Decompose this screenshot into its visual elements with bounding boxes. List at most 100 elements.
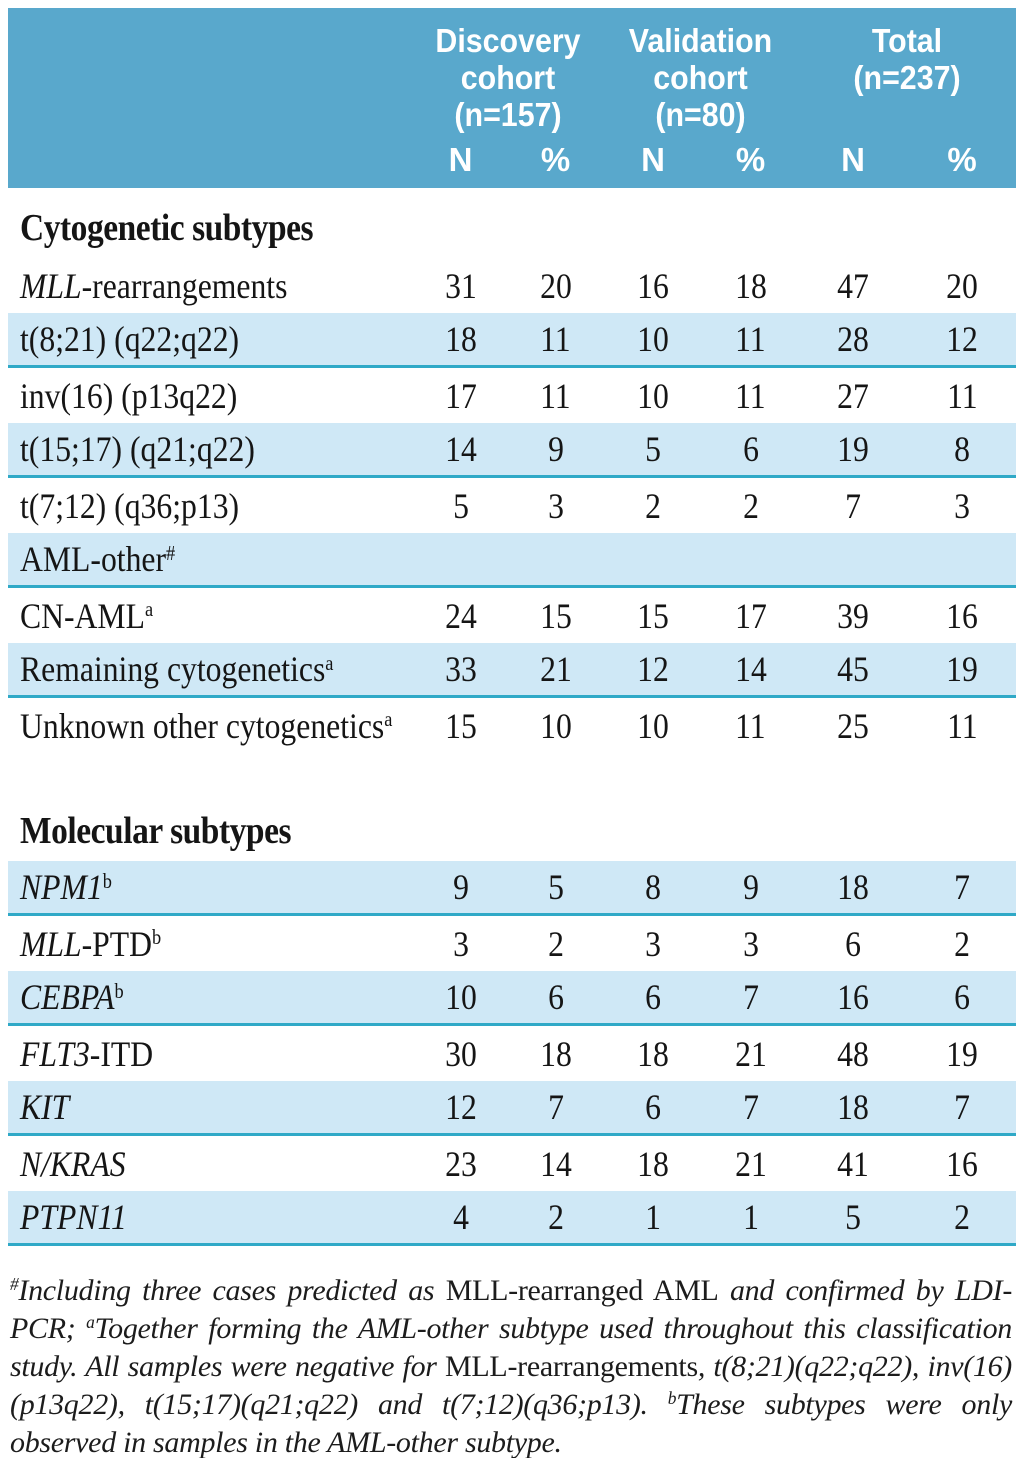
subcol-header-pct: % xyxy=(735,141,766,178)
value-cell: 24 xyxy=(413,595,508,637)
column-groups: Discovery cohort (n=157) Validation coho… xyxy=(8,22,1016,133)
value-text: 28 xyxy=(837,319,869,359)
table-row: t(15;17) (q21;q22) 14 9 5 6 19 8 xyxy=(8,423,1016,478)
value-cell: 6 xyxy=(703,428,798,470)
value-cell: 3 xyxy=(908,485,1016,527)
value-text: 6 xyxy=(547,977,564,1017)
value-text: 18 xyxy=(837,867,869,907)
value-cell: 19 xyxy=(908,1033,1016,1075)
row-label-inner: t(15;17) (q21;q22) xyxy=(20,428,255,470)
value-text: 18 xyxy=(637,1033,669,1074)
row-label-inner: PTPN11 xyxy=(20,1196,127,1238)
footnote-text: MLL-rearranged AML xyxy=(445,1274,719,1307)
value-cell: 10 xyxy=(603,318,703,360)
subcolumn-headers: N % N % N % xyxy=(8,142,1016,178)
label-text: KIT xyxy=(20,1087,70,1127)
column-group-label: Validation xyxy=(628,22,773,59)
footnote-superscript: # xyxy=(10,1274,19,1295)
value-cell: 3 xyxy=(703,923,798,965)
row-label-inner: t(8;21) (q22;q22) xyxy=(20,318,239,360)
label-text: N/KRAS xyxy=(20,1143,126,1184)
label-text: t(15;17) (q21;q22) xyxy=(20,429,255,469)
row-label: AML-other# xyxy=(8,538,413,580)
value-text: 14 xyxy=(539,1143,572,1184)
value-text: 31 xyxy=(444,265,477,306)
column-group-label: (n=237) xyxy=(853,59,961,96)
column-group-label: Discovery xyxy=(435,22,581,59)
table-row: AML-other# xyxy=(8,533,1016,588)
section-title-text: Cytogenetic subtypes xyxy=(20,207,314,249)
value-text: 3 xyxy=(645,923,661,964)
footnote-text: MLL-rearrangements xyxy=(445,1350,698,1383)
value-cell: 19 xyxy=(798,428,908,470)
value-text: 2 xyxy=(954,1197,970,1237)
row-label-inner: MLL-PTDb xyxy=(20,923,161,965)
value-text: 11 xyxy=(540,319,571,359)
footnote-text: Including three cases predicted as xyxy=(18,1274,446,1307)
value-text: 24 xyxy=(444,595,477,636)
value-cell: 3 xyxy=(413,923,508,965)
value-cell: 2 xyxy=(703,485,798,527)
value-text: 19 xyxy=(946,1033,978,1074)
row-label: NPM1b xyxy=(8,866,413,908)
value-text: 16 xyxy=(837,977,869,1017)
value-cell: 4 xyxy=(413,1196,508,1238)
table-footnote: #Including three cases predicted as MLL-… xyxy=(10,1272,1012,1458)
value-cell: 11 xyxy=(703,705,798,747)
row-label-inner: Unknown other cytogeneticsa xyxy=(20,705,392,747)
value-cell: 16 xyxy=(603,265,703,307)
value-cell: 11 xyxy=(908,705,1016,747)
value-cell: 18 xyxy=(508,1033,603,1075)
value-cell: 7 xyxy=(798,485,908,527)
value-text: 19 xyxy=(837,429,869,469)
value-cell: 2 xyxy=(908,1196,1016,1238)
value-cell: 9 xyxy=(508,428,603,470)
value-text: 15 xyxy=(539,595,572,636)
table-row: PTPN11 4 2 1 1 5 2 xyxy=(8,1191,1016,1246)
label-text: CEBPA xyxy=(20,977,115,1017)
superscript-marker: b xyxy=(114,978,124,1003)
row-label: FLT3-ITD xyxy=(8,1033,413,1075)
value-cell: 5 xyxy=(508,866,603,908)
label-text: t(7;12) (q36;p13) xyxy=(20,485,240,526)
value-text: 21 xyxy=(734,1033,767,1074)
value-text: 5 xyxy=(845,1197,861,1237)
table-row: MLL-rearrangements 31 20 16 18 47 20 xyxy=(8,258,1016,313)
table-row: CEBPAb 10 6 6 7 16 6 xyxy=(8,971,1016,1026)
column-group-label: cohort xyxy=(460,59,556,96)
value-text: 6 xyxy=(742,429,759,469)
value-cell: 14 xyxy=(508,1143,603,1185)
value-cell: 5 xyxy=(603,428,703,470)
value-text: 7 xyxy=(742,977,759,1017)
value-text: 2 xyxy=(742,485,759,526)
table-row: N/KRAS 23 14 18 21 41 16 xyxy=(8,1136,1016,1191)
value-text: 7 xyxy=(954,867,970,907)
value-text: 27 xyxy=(837,375,869,416)
value-text: 20 xyxy=(539,265,572,306)
value-text: 39 xyxy=(837,595,869,636)
value-cell: 33 xyxy=(413,648,508,690)
value-cell: 11 xyxy=(508,318,603,360)
value-text: 18 xyxy=(539,1033,572,1074)
value-cell: 7 xyxy=(703,1086,798,1128)
value-text: 33 xyxy=(444,649,477,689)
value-cell: 16 xyxy=(908,1143,1016,1185)
value-text: 11 xyxy=(735,705,766,746)
section-molecular: Molecular subtypes NPM1b 9 5 8 9 18 7 MLL-PTDb 3 2… xyxy=(0,753,1024,1246)
label-text: NPM1 xyxy=(20,867,103,907)
value-text: 48 xyxy=(837,1033,869,1074)
value-cell xyxy=(703,538,798,580)
value-text: 23 xyxy=(444,1143,477,1184)
table-row: FLT3-ITD 30 18 18 21 48 19 xyxy=(8,1026,1016,1081)
row-label-inner: AML-other# xyxy=(20,538,175,580)
value-cell xyxy=(603,538,703,580)
footnote-superscript: a xyxy=(86,1312,95,1333)
table-row: NPM1b 9 5 8 9 18 7 xyxy=(8,861,1016,916)
footnote-text: , t(8;21)(q22;q22), inv(16)(p13q22), t(1… xyxy=(10,1350,1012,1421)
value-cell: 19 xyxy=(908,648,1016,690)
value-cell: 20 xyxy=(908,265,1016,307)
subcol-header-pct: % xyxy=(540,141,571,178)
column-group-validation: Validation cohort (n=80) xyxy=(603,22,798,133)
row-label-inner: CN-AMLa xyxy=(20,595,153,637)
value-text: 18 xyxy=(734,265,767,306)
